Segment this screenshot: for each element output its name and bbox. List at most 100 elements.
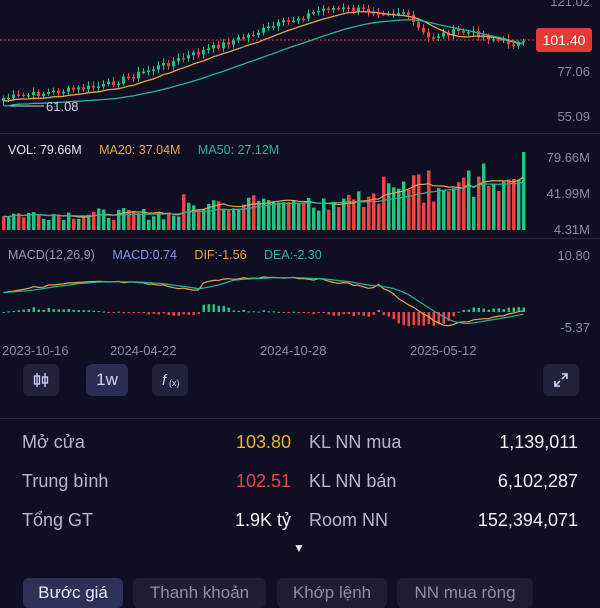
stat-label: Trung bình	[22, 471, 109, 491]
volume-bar	[137, 213, 141, 230]
divider	[0, 418, 600, 419]
macd-histogram-bar	[482, 308, 485, 312]
volume-bar	[492, 183, 496, 230]
macd-histogram-bar	[342, 312, 345, 315]
volume-bar	[322, 198, 326, 230]
candle-body	[432, 37, 435, 39]
average-price-value: 102.51	[235, 471, 291, 491]
tab-foreign-net-buy[interactable]: NN mua ròng	[397, 578, 533, 608]
macd-histogram-bar	[57, 309, 60, 312]
candle-body	[297, 18, 300, 21]
volume-chart-panel[interactable]: VOL: 79.66M MA20: 37.04M MA50: 27.12M 79…	[0, 134, 600, 238]
candlestick-icon	[33, 373, 49, 387]
tab-matched-orders[interactable]: Khớp lệnh	[277, 578, 387, 608]
volume-bar	[397, 188, 401, 230]
volume-bar	[477, 176, 481, 230]
candle-body	[82, 87, 85, 90]
candle-body	[117, 83, 120, 86]
volume-bar	[377, 203, 381, 230]
macd-histogram-bar	[287, 312, 290, 313]
candle-body	[222, 42, 225, 49]
volume-bar	[407, 189, 411, 230]
macd-histogram-bar	[227, 307, 230, 312]
macd-histogram-bar	[12, 311, 15, 313]
macd-chart-panel[interactable]: MACD(12,26,9) MACD:0.74 DIF:-1.56 DEA:-2…	[0, 240, 600, 340]
macd-histogram-bar	[182, 312, 185, 315]
candle-body	[357, 7, 360, 11]
volume-bar	[432, 201, 436, 230]
macd-axis-bottom: -5.37	[560, 320, 590, 335]
price-axis-top: 121.02	[550, 0, 590, 9]
volume-bar	[102, 209, 106, 230]
macd-histogram-bar	[492, 308, 495, 312]
candle-body	[277, 22, 280, 27]
candle-body	[507, 39, 510, 45]
fullscreen-button[interactable]	[543, 364, 579, 396]
candle-body	[397, 13, 400, 15]
candle-body	[502, 39, 505, 41]
price-chart-panel[interactable]: 121.02 77.06 55.09 101.40 61.08	[0, 0, 600, 132]
macd-histogram-bar	[312, 312, 315, 315]
volume-bar	[17, 213, 21, 230]
macd-histogram-bar	[7, 311, 10, 313]
macd-histogram-bar	[442, 312, 445, 324]
volume-bar	[57, 214, 61, 230]
stat-label: KL NN mua	[309, 432, 402, 452]
macd-histogram-bar	[37, 309, 40, 312]
price-chart[interactable]	[0, 0, 600, 132]
volume-bar	[437, 188, 441, 230]
volume-bar	[117, 209, 121, 230]
date-label: 2023-10-16	[2, 343, 69, 358]
tab-liquidity[interactable]: Thanh khoản	[133, 578, 266, 608]
macd-histogram-bar	[427, 312, 430, 325]
macd-histogram-bar	[512, 307, 515, 312]
macd-histogram-bar	[42, 310, 45, 312]
foreign-sell-value: 6,102,287	[497, 471, 578, 491]
interval-button[interactable]: 1w	[86, 364, 128, 396]
volume-chart[interactable]	[0, 134, 600, 238]
macd-chart[interactable]	[0, 240, 600, 340]
volume-bar	[262, 198, 266, 230]
candle-body	[217, 44, 220, 49]
macd-histogram-bar	[222, 305, 225, 312]
candle-body	[427, 32, 430, 38]
tab-price-steps[interactable]: Bước giá	[23, 578, 123, 608]
volume-bar	[242, 204, 246, 230]
volume-bar	[172, 215, 176, 230]
volume-bar	[192, 205, 196, 230]
macd-histogram-bar	[307, 312, 310, 314]
macd-histogram-bar	[317, 312, 320, 313]
candle-body	[147, 70, 150, 73]
macd-histogram-bar	[437, 312, 440, 325]
candle-body	[442, 32, 445, 37]
macd-histogram-bar	[332, 312, 335, 316]
candlestick-type-button[interactable]	[23, 364, 59, 396]
volume-bar	[442, 190, 446, 230]
volume-bar	[77, 218, 81, 230]
volume-bar	[522, 152, 526, 230]
candle-body	[247, 34, 250, 38]
expand-stats-arrow-icon[interactable]: ▼	[293, 541, 305, 555]
volume-bar	[292, 200, 296, 230]
volume-bar	[307, 197, 311, 230]
candle-body	[522, 41, 525, 43]
candle-body	[187, 55, 190, 59]
macd-histogram-bar	[327, 312, 330, 315]
date-label: 2024-10-28	[260, 343, 327, 358]
candle-body	[72, 87, 75, 90]
volume-bar	[152, 216, 156, 230]
candle-body	[317, 10, 320, 13]
macd-histogram-bar	[367, 312, 370, 317]
bottom-tabs: Bước giá Thanh khoản Khớp lệnh NN mua rò…	[0, 578, 600, 608]
macd-histogram-bar	[432, 312, 435, 326]
macd-histogram-bar	[212, 304, 215, 312]
volume-bar	[347, 194, 351, 230]
volume-bar	[512, 178, 516, 230]
volume-bar	[107, 217, 111, 230]
macd-histogram-bar	[382, 312, 385, 316]
indicator-button[interactable]: f (x)	[152, 364, 188, 396]
volume-bar	[2, 216, 6, 230]
macd-histogram-bar	[267, 311, 270, 313]
candle-body	[307, 13, 310, 19]
macd-histogram-bar	[197, 312, 200, 314]
